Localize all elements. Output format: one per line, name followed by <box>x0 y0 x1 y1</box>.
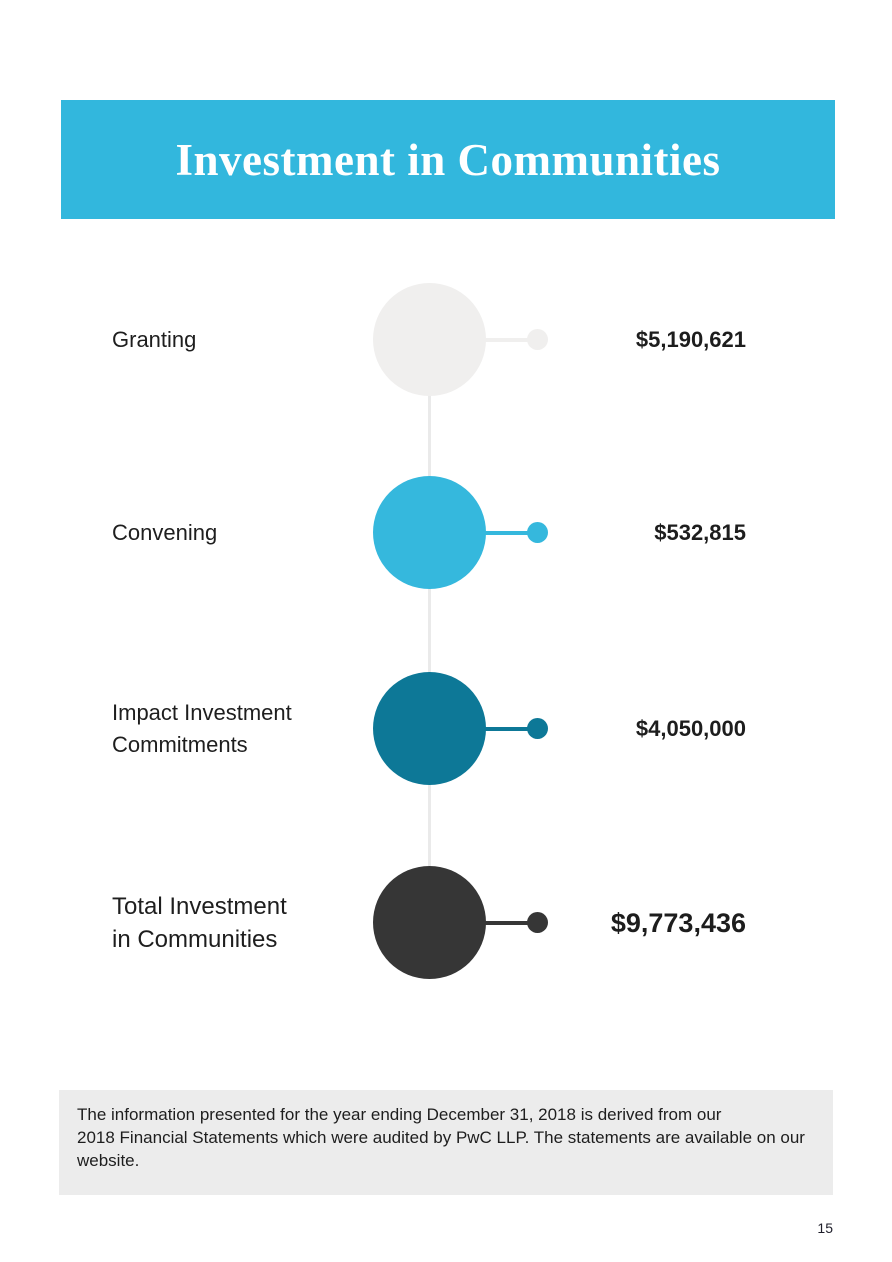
connector-line <box>482 338 530 342</box>
page-title: Investment in Communities <box>175 134 721 185</box>
row-granting: Granting $5,190,621 <box>0 275 892 405</box>
row-impact-investment: Impact Investment Commitments $4,050,000 <box>0 664 892 794</box>
connector-line <box>482 727 530 731</box>
row-label: Granting <box>112 327 197 352</box>
row-label: Total Investment in Communities <box>112 893 287 953</box>
connector-line <box>482 921 530 925</box>
category-circle <box>373 672 486 785</box>
row-amount: $4,050,000 <box>635 716 746 741</box>
connector-dot <box>527 522 548 543</box>
category-circle <box>373 476 486 589</box>
row-total-investment: Total Investment in Communities $9,773,4… <box>0 858 892 988</box>
row-amount: $532,815 <box>654 520 746 545</box>
connector-line <box>482 531 530 535</box>
row-convening: Convening $532,815 <box>0 468 892 598</box>
row-amount: $9,773,436 <box>610 907 746 938</box>
footnote-box: The information presented for the year e… <box>59 1090 833 1195</box>
category-circle <box>373 283 486 396</box>
connector-dot <box>527 329 548 350</box>
connector-dot <box>527 912 548 933</box>
category-circle <box>373 866 486 979</box>
footnote-text: The information presented for the year e… <box>77 1105 805 1170</box>
page-number: 15 <box>817 1220 833 1236</box>
timeline-spine <box>428 340 431 923</box>
row-label: Convening <box>112 520 218 545</box>
row-amount: $5,190,621 <box>635 327 746 352</box>
title-banner: Investment in Communities <box>61 100 835 219</box>
connector-dot <box>527 718 548 739</box>
row-label: Impact Investment Commitments <box>112 700 292 757</box>
